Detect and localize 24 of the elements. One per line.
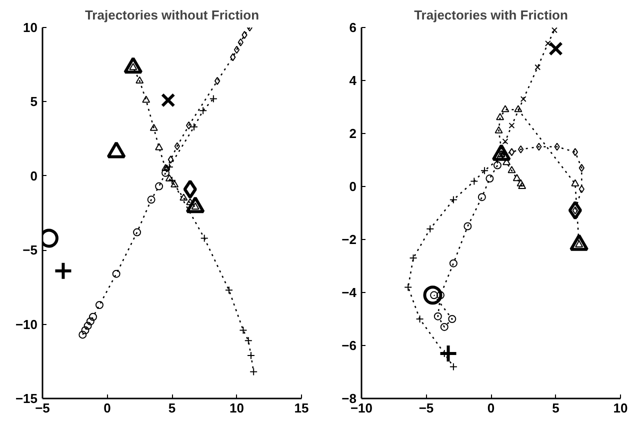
chart-title: Trajectories with Friction bbox=[414, 8, 568, 22]
y-tick-label: −8 bbox=[342, 391, 357, 406]
y-tick-label: −6 bbox=[342, 338, 357, 353]
x-tick-label: 10 bbox=[613, 400, 628, 416]
y-tick-label: 0 bbox=[349, 179, 357, 194]
x-tick-label: 10 bbox=[230, 400, 244, 416]
y-tick-label: 0 bbox=[30, 168, 38, 184]
x-tick-label: 5 bbox=[168, 400, 176, 416]
x-tick-label: −5 bbox=[418, 400, 434, 416]
y-tick-label: −5 bbox=[22, 242, 38, 258]
y-tick-label: 6 bbox=[349, 20, 357, 35]
x-tick-label: 5 bbox=[552, 400, 560, 416]
x-tick-label: 0 bbox=[487, 400, 495, 416]
x-tick-label: 15 bbox=[294, 400, 309, 416]
y-tick-label: −4 bbox=[342, 285, 358, 300]
y-tick-label: −2 bbox=[342, 232, 357, 247]
y-tick-label: 4 bbox=[349, 73, 358, 88]
chart-title: Trajectories without Friction bbox=[84, 8, 260, 22]
y-tick-label: −10 bbox=[15, 316, 38, 332]
x-tick-label: 0 bbox=[104, 400, 111, 416]
y-tick-label: −15 bbox=[15, 391, 38, 406]
y-tick-label: 2 bbox=[349, 126, 357, 141]
y-tick-label: 5 bbox=[30, 94, 38, 110]
y-tick-label: 10 bbox=[23, 20, 38, 35]
